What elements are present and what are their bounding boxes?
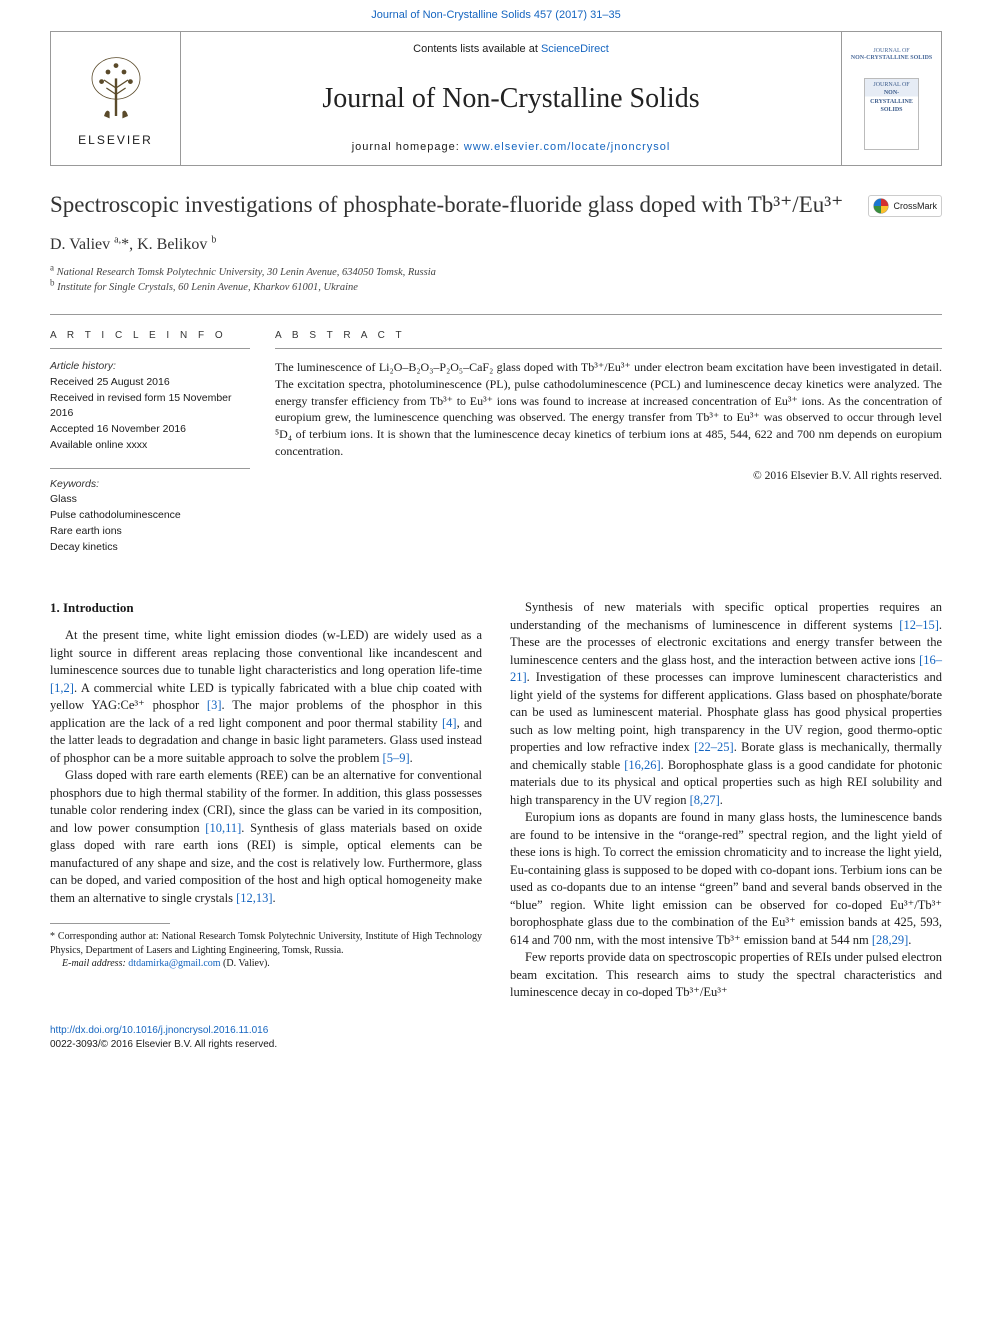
crossmark-label: CrossMark — [893, 200, 937, 213]
page-footer: http://dx.doi.org/10.1016/j.jnoncrysol.2… — [50, 1024, 942, 1052]
doi-link[interactable]: http://dx.doi.org/10.1016/j.jnoncrysol.2… — [50, 1025, 268, 1036]
cover-label: JOURNAL OF NON-CRYSTALLINE SOLIDS — [851, 48, 933, 62]
journal-homepage-line: journal homepage: www.elsevier.com/locat… — [352, 140, 671, 155]
paragraph-4: Europium ions as dopants are found in ma… — [510, 809, 942, 949]
article-title: Spectroscopic investigations of phosphat… — [50, 191, 862, 220]
article-body: 1. Introduction At the present time, whi… — [50, 599, 942, 1002]
affiliation-b: b Institute for Single Crystals, 60 Leni… — [50, 280, 942, 296]
affiliation-a: a National Research Tomsk Polytechnic Un… — [50, 265, 942, 281]
history-online: Available online xxxx — [50, 438, 250, 454]
article-info-panel: A R T I C L E I N F O Article history: R… — [50, 329, 275, 569]
corresponding-text: Corresponding author at: National Resear… — [50, 931, 482, 956]
elsevier-tree-icon — [76, 48, 156, 128]
journal-citation-text[interactable]: Journal of Non-Crystalline Solids 457 (2… — [371, 9, 620, 21]
journal-citation-bar: Journal of Non-Crystalline Solids 457 (2… — [0, 0, 992, 31]
homepage-prefix: journal homepage: — [352, 141, 464, 153]
issn-copyright: 0022-3093/© 2016 Elsevier B.V. All right… — [50, 1039, 277, 1050]
cover-thumbnail-title: JOURNAL OFNON-CRYSTALLINE SOLIDS — [865, 81, 918, 115]
contents-available-line: Contents lists available at ScienceDirec… — [413, 42, 609, 57]
contents-prefix: Contents lists available at — [413, 43, 541, 55]
email-person: (D. Valiev). — [223, 958, 270, 969]
keyword-3: Rare earth ions — [50, 524, 250, 540]
publisher-logo-block: ELSEVIER — [51, 32, 181, 165]
paragraph-3: Synthesis of new materials with specific… — [510, 599, 942, 809]
keyword-2: Pulse cathodoluminescence — [50, 508, 250, 524]
history-received: Received 25 August 2016 — [50, 375, 250, 391]
article-history-label: Article history: — [50, 359, 250, 375]
authors-line: D. Valiev a,*, K. Belikov b — [50, 234, 942, 256]
history-revised: Received in revised form 15 November 201… — [50, 391, 250, 423]
header-center: Contents lists available at ScienceDirec… — [181, 32, 841, 165]
abstract-copyright: © 2016 Elsevier B.V. All rights reserved… — [275, 468, 942, 484]
abstract-panel: A B S T R A C T The luminescence of Li₂O… — [275, 329, 942, 569]
email-label: E-mail address: — [62, 958, 126, 969]
keywords-label: Keywords: — [50, 477, 250, 493]
journal-cover-thumbnail[interactable]: JOURNAL OFNON-CRYSTALLINE SOLIDS — [864, 78, 919, 150]
abstract-heading: A B S T R A C T — [275, 329, 942, 349]
corresponding-email[interactable]: dtdamirka@gmail.com — [128, 958, 220, 969]
affiliations: a National Research Tomsk Polytechnic Un… — [50, 265, 942, 297]
crossmark-icon — [873, 198, 889, 214]
journal-header-box: ELSEVIER Contents lists available at Sci… — [50, 31, 942, 166]
corresponding-author-footnote: * Corresponding author at: National Rese… — [50, 930, 482, 971]
keyword-4: Decay kinetics — [50, 540, 250, 556]
footnote-divider — [50, 923, 170, 924]
abstract-text: The luminescence of Li₂O–B₂O₃–P₂O₅–CaF₂ … — [275, 359, 942, 460]
history-accepted: Accepted 16 November 2016 — [50, 422, 250, 438]
section-1-heading: 1. Introduction — [50, 599, 482, 617]
crossmark-block[interactable]: CrossMark — [862, 195, 942, 217]
keyword-1: Glass — [50, 492, 250, 508]
sciencedirect-link[interactable]: ScienceDirect — [541, 43, 609, 55]
journal-name: Journal of Non-Crystalline Solids — [322, 79, 699, 118]
paragraph-5: Few reports provide data on spectroscopi… — [510, 949, 942, 1002]
journal-homepage-link[interactable]: www.elsevier.com/locate/jnoncrysol — [464, 141, 670, 153]
publisher-name: ELSEVIER — [78, 132, 153, 149]
journal-cover-block: JOURNAL OF NON-CRYSTALLINE SOLIDS JOURNA… — [841, 32, 941, 165]
paragraph-1: At the present time, white light emissio… — [50, 627, 482, 767]
article-info-heading: A R T I C L E I N F O — [50, 329, 250, 349]
paragraph-2: Glass doped with rare earth elements (RE… — [50, 767, 482, 907]
